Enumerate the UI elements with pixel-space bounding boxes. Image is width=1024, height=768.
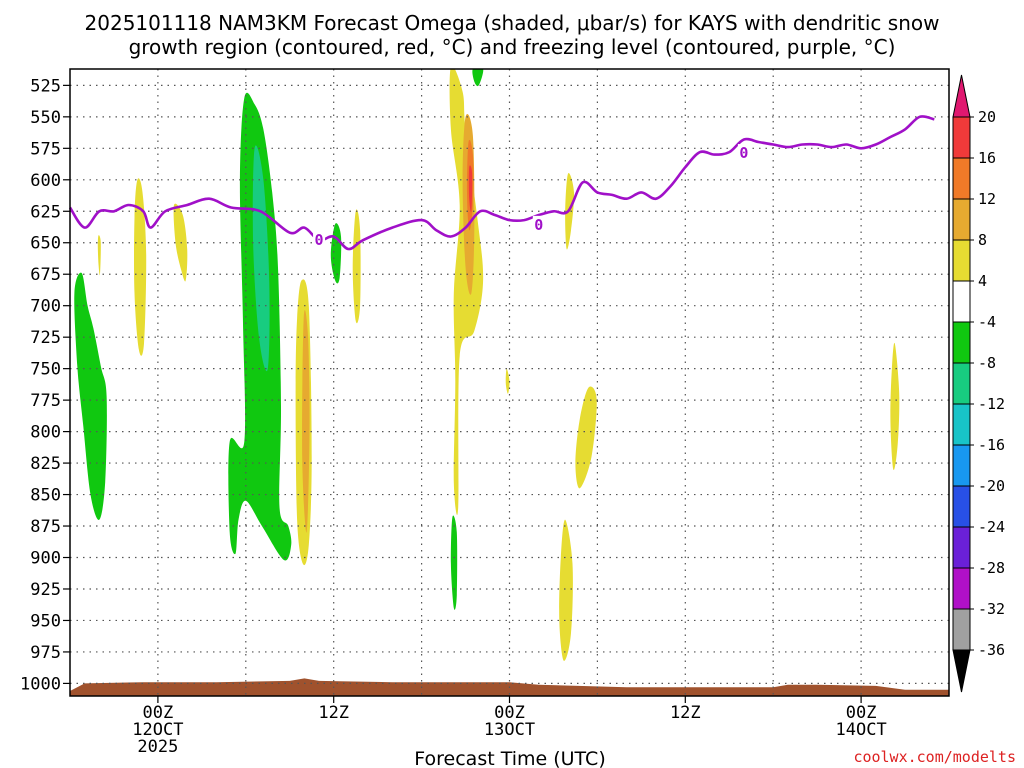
colorbar-tick-label-11: -28	[978, 559, 1005, 577]
x-tick-label-6-3: 2025	[137, 737, 178, 757]
colorbar-tick-label-6: -8	[978, 354, 996, 372]
omega-region-7	[302, 310, 310, 533]
y-tick-label-875: 875	[30, 517, 61, 537]
colorbar-tick-label-10: -24	[978, 518, 1005, 536]
y-tick-label-625: 625	[30, 202, 61, 222]
colorbar-bin-8	[952, 403, 971, 446]
colorbar-bin-1	[952, 116, 971, 159]
omega-region-2	[134, 178, 147, 356]
omega-region-18	[575, 386, 597, 489]
y-axis: 525 550 575 600 625 650 675 700 725 750 775 800 825 8…	[20, 76, 70, 694]
colorbar: 20 16 12 8 4 -4 -8 -12 -16 -20 -24 -28 -32 -36	[952, 74, 1005, 693]
y-tick-label-550: 550	[30, 108, 61, 128]
omega-region-13	[468, 165, 473, 213]
y-tick-label-900: 900	[30, 549, 61, 569]
omega-region-5	[252, 145, 270, 372]
x-tick-label-6-2: 12OCT	[132, 720, 183, 740]
colorbar-tick-label-3: 8	[978, 231, 987, 249]
colorbar-bin-3	[952, 198, 971, 241]
credit-text: coolwx.com/modelts	[853, 748, 1016, 766]
y-tick-label-700: 700	[30, 297, 61, 317]
omega-region-0	[74, 272, 107, 520]
colorbar-bin-13	[952, 608, 971, 651]
y-tick-label-725: 725	[30, 328, 61, 348]
x-tick-label-18-1: 12Z	[318, 703, 349, 723]
colorbar-bottom-arrow	[952, 649, 971, 693]
colorbar-bin-10	[952, 485, 971, 528]
freezing-level-contour: 0 0 0	[68, 115, 935, 251]
colorbar-tick-label-0: 20	[978, 108, 996, 126]
colorbar-bin-9	[952, 444, 971, 487]
y-tick-label-575: 575	[30, 139, 61, 159]
omega-region-20	[890, 342, 900, 471]
colorbar-bin-2	[952, 157, 971, 200]
colorbar-tick-label-8: -16	[978, 436, 1005, 454]
y-tick-label-975: 975	[30, 643, 61, 663]
freezing-level-label-2: 0	[739, 144, 748, 162]
colorbar-tick-label-12: -32	[978, 600, 1005, 618]
colorbar-tick-label-7: -12	[978, 395, 1005, 413]
omega-region-1	[97, 235, 101, 276]
freezing-label-bg-1	[532, 215, 545, 231]
omega-region-16	[505, 368, 510, 394]
y-tick-label-800: 800	[30, 423, 61, 443]
freezing-level-line	[68, 115, 935, 251]
omega-region-14	[472, 69, 484, 87]
y-tick-label-650: 650	[30, 234, 61, 254]
colorbar-top-arrow	[952, 74, 971, 118]
y-tick-label-750: 750	[30, 360, 61, 380]
y-tick-label-775: 775	[30, 391, 61, 411]
x-axis-label: Forecast Time (UTC)	[414, 748, 605, 768]
colorbar-bin-4	[952, 239, 971, 282]
colorbar-tick-label-1: 16	[978, 149, 996, 167]
colorbar-tick-label-4: 4	[978, 272, 987, 290]
freezing-level-label-0: 0	[315, 231, 324, 249]
freezing-label-bg-2	[737, 144, 750, 160]
colorbar-tick-label-5: -4	[978, 313, 996, 331]
y-tick-label-925: 925	[30, 580, 61, 600]
x-tick-label-54-2: 14OCT	[836, 720, 887, 740]
x-tick-label-30-1: 00Z	[494, 703, 525, 723]
y-tick-label-525: 525	[30, 76, 61, 96]
chart-title-line2: growth region (contoured, red, °C) and f…	[129, 35, 896, 59]
colorbar-bin-6	[952, 321, 971, 364]
x-tick-label-30-2: 13OCT	[484, 720, 535, 740]
colorbar-bin-12	[952, 567, 971, 610]
x-tick-label-42-1: 12Z	[670, 703, 701, 723]
omega-region-3	[173, 203, 188, 282]
x-tick-label-54-1: 00Z	[846, 703, 877, 723]
colorbar-bin-5	[952, 280, 971, 323]
y-tick-label-1000: 1000	[20, 674, 61, 694]
colorbar-bin-11	[952, 526, 971, 569]
x-tick-label-6-1: 00Z	[143, 703, 174, 723]
colorbar-tick-label-9: -20	[978, 477, 1005, 495]
omega-region-10	[449, 69, 484, 515]
omega-region-19	[559, 519, 573, 661]
chart-title-line1: 2025101118 NAM3KM Forecast Omega (shaded…	[85, 11, 940, 35]
omega-region-15	[450, 515, 458, 610]
gridlines	[70, 69, 949, 696]
y-tick-label-850: 850	[30, 486, 61, 506]
y-tick-label-950: 950	[30, 611, 61, 631]
colorbar-tick-label-13: -36	[978, 641, 1005, 659]
y-tick-label-600: 600	[30, 171, 61, 191]
omega-region-9	[352, 209, 361, 324]
colorbar-bin-7	[952, 362, 971, 405]
y-tick-label-825: 825	[30, 454, 61, 474]
colorbar-tick-label-2: 12	[978, 190, 996, 208]
y-tick-label-675: 675	[30, 265, 61, 285]
freezing-label-bg-0	[313, 230, 326, 246]
freezing-level-label-1: 0	[534, 216, 543, 234]
